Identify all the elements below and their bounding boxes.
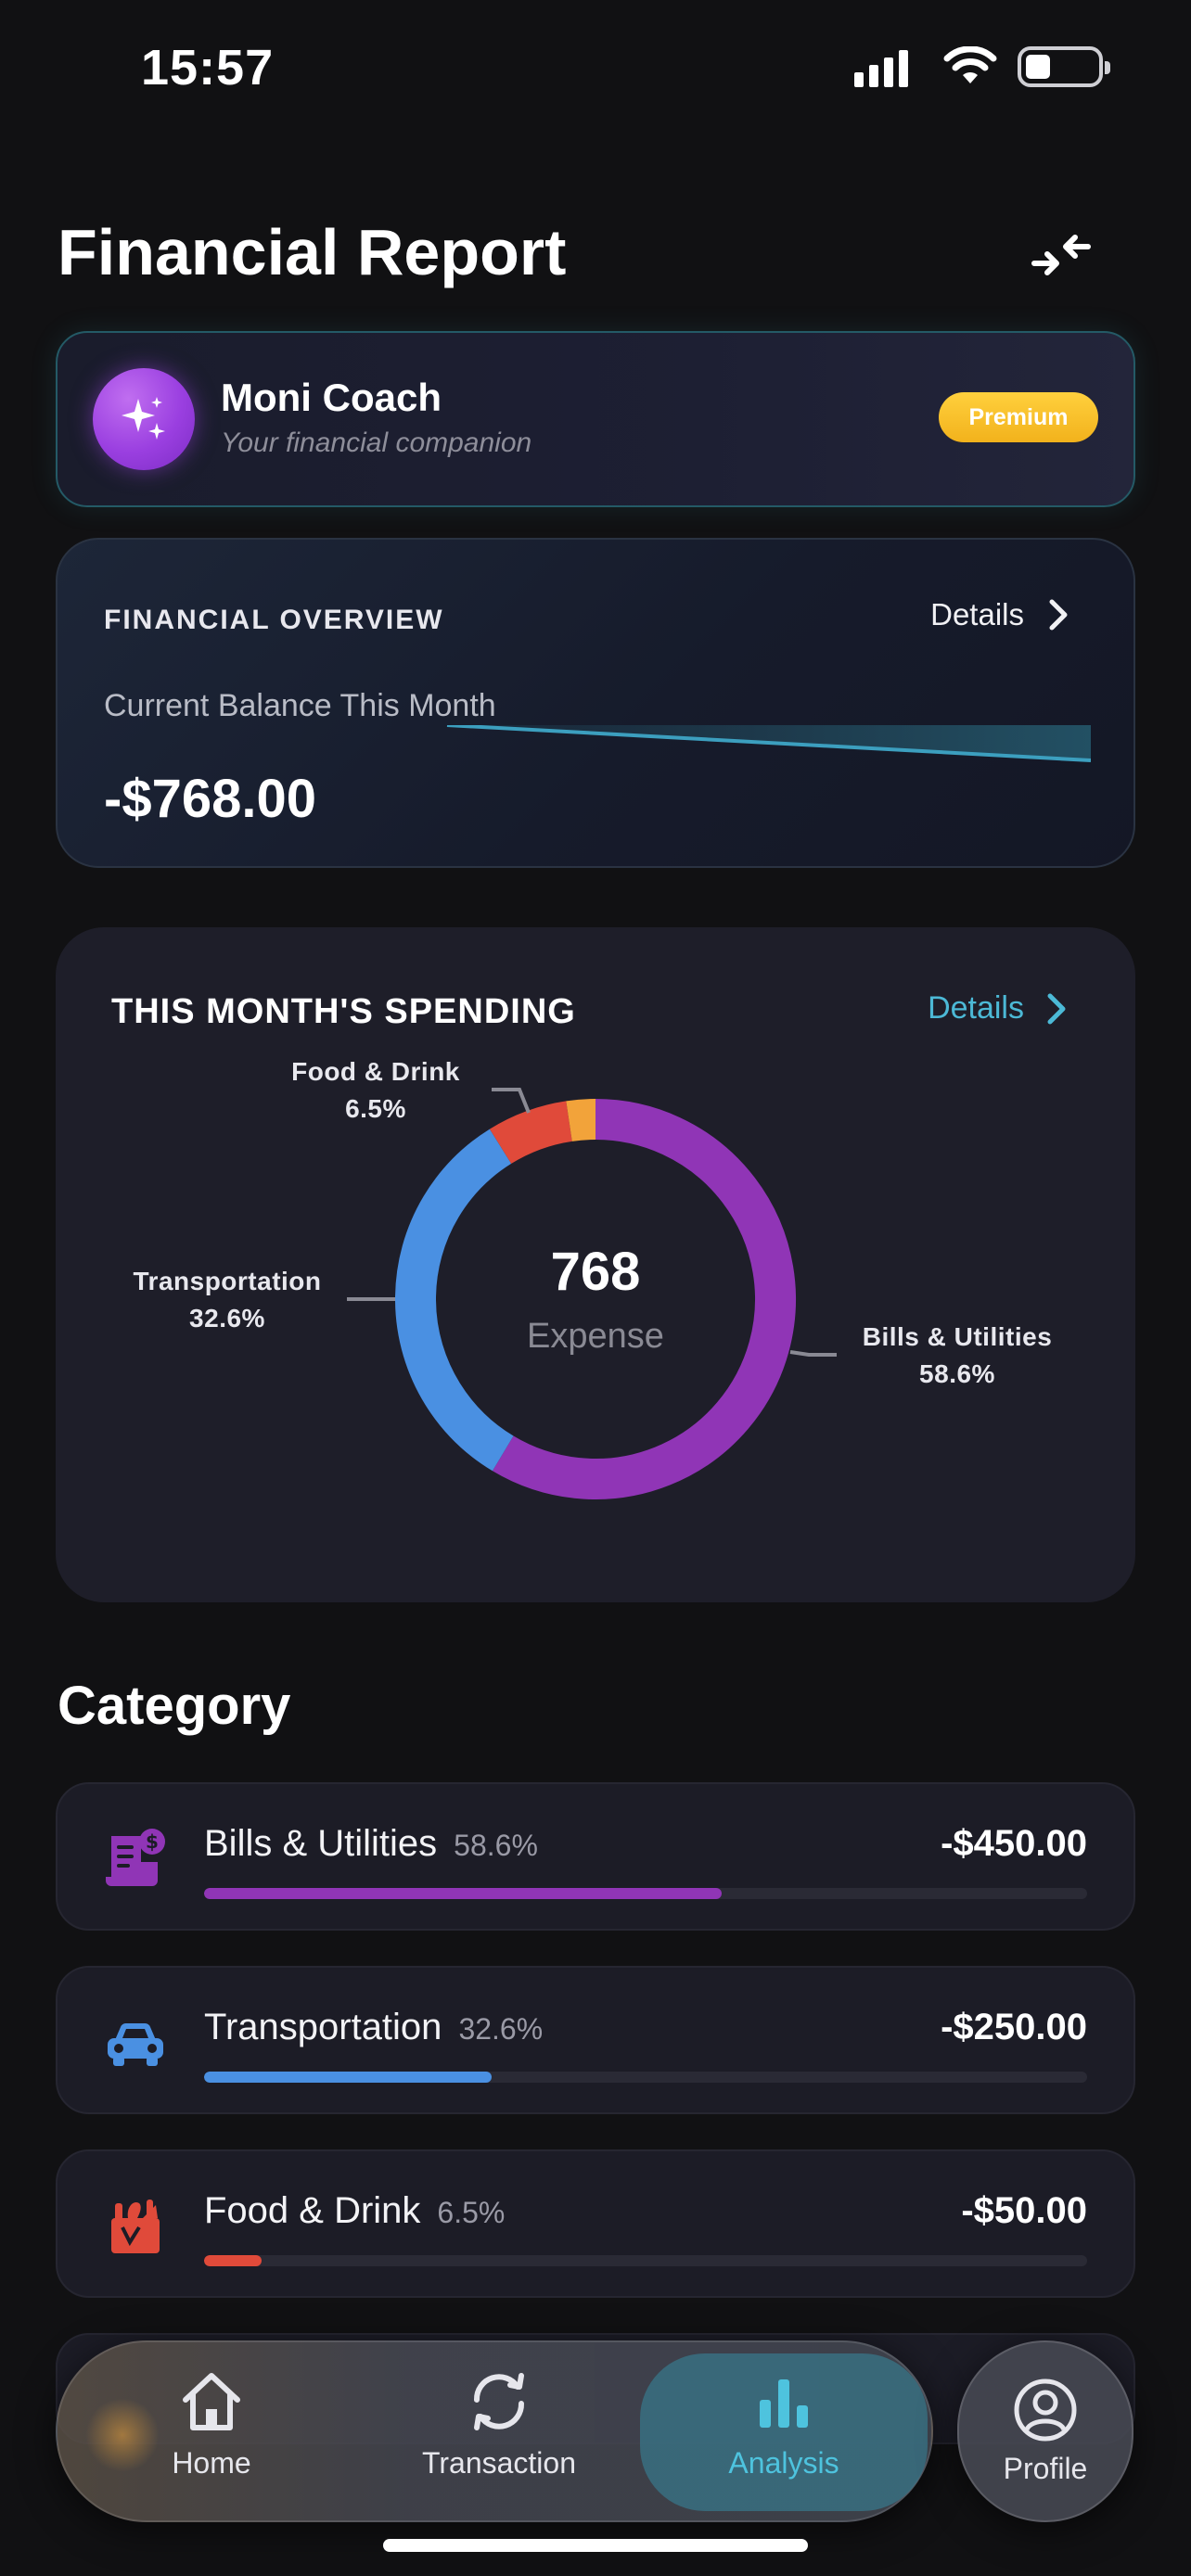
spending-details-link[interactable]: Details bbox=[928, 990, 1067, 1027]
overview-details-link[interactable]: Details bbox=[930, 597, 1069, 632]
category-progress-track bbox=[204, 2255, 1087, 2266]
category-row-transportation[interactable]: Transportation 32.6% -$250.00 bbox=[56, 1966, 1135, 2114]
chart-label-bills: Bills & Utilities 58.6% bbox=[837, 1319, 1078, 1393]
category-row-bills[interactable]: $ Bills & Utilities 58.6% -$450.00 bbox=[56, 1782, 1135, 1931]
coach-avatar bbox=[93, 368, 195, 470]
cellular-signal-icon bbox=[854, 46, 923, 87]
tab-transaction-label: Transaction bbox=[422, 2446, 576, 2480]
category-progress-track bbox=[204, 1888, 1087, 1899]
category-percent: 58.6% bbox=[454, 1829, 538, 1862]
tab-profile[interactable]: Profile bbox=[957, 2340, 1133, 2522]
bill-icon: $ bbox=[102, 1825, 169, 1892]
page-title: Financial Report bbox=[58, 216, 567, 288]
donut-total: 768 bbox=[550, 1242, 641, 1302]
premium-badge[interactable]: Premium bbox=[939, 392, 1098, 442]
category-heading: Category bbox=[58, 1676, 291, 1736]
donut-segment-other bbox=[566, 1099, 596, 1141]
financial-overview-card[interactable]: FINANCIAL OVERVIEW Details Current Balan… bbox=[56, 538, 1135, 868]
spending-donut-chart bbox=[347, 1088, 837, 1499]
tab-profile-label: Profile bbox=[1003, 2451, 1088, 2485]
donut-segment-food bbox=[489, 1101, 573, 1165]
spending-details-label: Details bbox=[928, 990, 1024, 1026]
category-percent: 6.5% bbox=[437, 2196, 506, 2229]
category-amount: -$250.00 bbox=[941, 2007, 1087, 2047]
donut-segment-transportation bbox=[395, 1129, 514, 1472]
tab-home[interactable]: Home bbox=[100, 2368, 323, 2498]
overview-details-label: Details bbox=[930, 597, 1024, 631]
chart-label-transportation: Transportation 32.6% bbox=[121, 1263, 334, 1337]
category-row-food[interactable]: Food & Drink 6.5% -$50.00 bbox=[56, 2149, 1135, 2298]
donut-caption: Expense bbox=[527, 1317, 664, 1356]
category-name: Transportation 32.6% bbox=[204, 2007, 543, 2048]
collapse-button[interactable] bbox=[1024, 223, 1098, 287]
category-progress-track bbox=[204, 2072, 1087, 2083]
balance-value: -$768.00 bbox=[104, 769, 316, 829]
sparkles-icon bbox=[122, 397, 165, 440]
chevron-right-icon bbox=[1049, 599, 1068, 631]
chart-label-food-percent: 6.5% bbox=[345, 1094, 406, 1123]
chart-label-food-name: Food & Drink bbox=[291, 1057, 460, 1086]
balance-trend-line bbox=[446, 725, 1091, 762]
status-icons bbox=[854, 46, 1110, 87]
chart-label-transportation-percent: 32.6% bbox=[189, 1304, 265, 1333]
category-name-text: Bills & Utilities bbox=[204, 1823, 438, 1864]
chart-label-bills-name: Bills & Utilities bbox=[862, 1322, 1053, 1351]
tab-transaction[interactable]: Transaction bbox=[388, 2368, 610, 2498]
tab-bar: Home Transaction Analysis bbox=[56, 2340, 933, 2522]
category-progress-fill bbox=[204, 2255, 262, 2266]
category-progress-fill bbox=[204, 2072, 493, 2083]
bar-chart-icon bbox=[760, 2379, 808, 2428]
leader-line-bills bbox=[789, 1350, 837, 1357]
battery-icon bbox=[1018, 46, 1110, 87]
category-progress-fill bbox=[204, 1888, 722, 1899]
tab-home-label: Home bbox=[172, 2446, 251, 2480]
donut-segment-bills bbox=[492, 1099, 796, 1499]
home-indicator bbox=[383, 2539, 808, 2552]
refresh-icon bbox=[473, 2373, 525, 2430]
category-name: Food & Drink 6.5% bbox=[204, 2190, 505, 2232]
category-name: Bills & Utilities 58.6% bbox=[204, 1823, 538, 1865]
category-name-text: Transportation bbox=[204, 2007, 442, 2047]
coach-name: Moni Coach bbox=[221, 376, 442, 419]
grocery-bag-icon bbox=[102, 2192, 169, 2259]
profile-icon bbox=[1014, 2378, 1077, 2441]
car-icon bbox=[102, 2009, 169, 2075]
status-time: 15:57 bbox=[141, 40, 275, 96]
leader-line-food bbox=[492, 1088, 531, 1114]
home-icon bbox=[183, 2373, 240, 2430]
chart-label-food: Food & Drink 6.5% bbox=[269, 1053, 482, 1128]
spending-title: THIS MONTH'S SPENDING bbox=[111, 992, 576, 1031]
category-percent: 32.6% bbox=[458, 2012, 544, 2046]
overview-label: FINANCIAL OVERVIEW bbox=[104, 605, 444, 635]
tab-analysis[interactable]: Analysis bbox=[640, 2353, 928, 2511]
spending-card: THIS MONTH'S SPENDING Details 768 Expens… bbox=[56, 927, 1135, 1602]
wifi-icon bbox=[943, 46, 997, 83]
chevron-right-icon bbox=[1047, 993, 1066, 1024]
balance-label: Current Balance This Month bbox=[104, 688, 496, 723]
category-name-text: Food & Drink bbox=[204, 2190, 421, 2231]
coach-subtitle: Your financial companion bbox=[221, 427, 532, 458]
category-amount: -$50.00 bbox=[961, 2190, 1087, 2231]
svg-text:$: $ bbox=[146, 1830, 159, 1853]
collapse-arrows-icon bbox=[1031, 235, 1091, 275]
category-amount: -$450.00 bbox=[941, 1823, 1087, 1864]
chart-label-transportation-name: Transportation bbox=[133, 1267, 322, 1295]
chart-label-bills-percent: 58.6% bbox=[919, 1359, 995, 1388]
coach-card[interactable]: Moni Coach Your financial companion Prem… bbox=[56, 331, 1135, 507]
tab-analysis-label: Analysis bbox=[728, 2446, 839, 2480]
